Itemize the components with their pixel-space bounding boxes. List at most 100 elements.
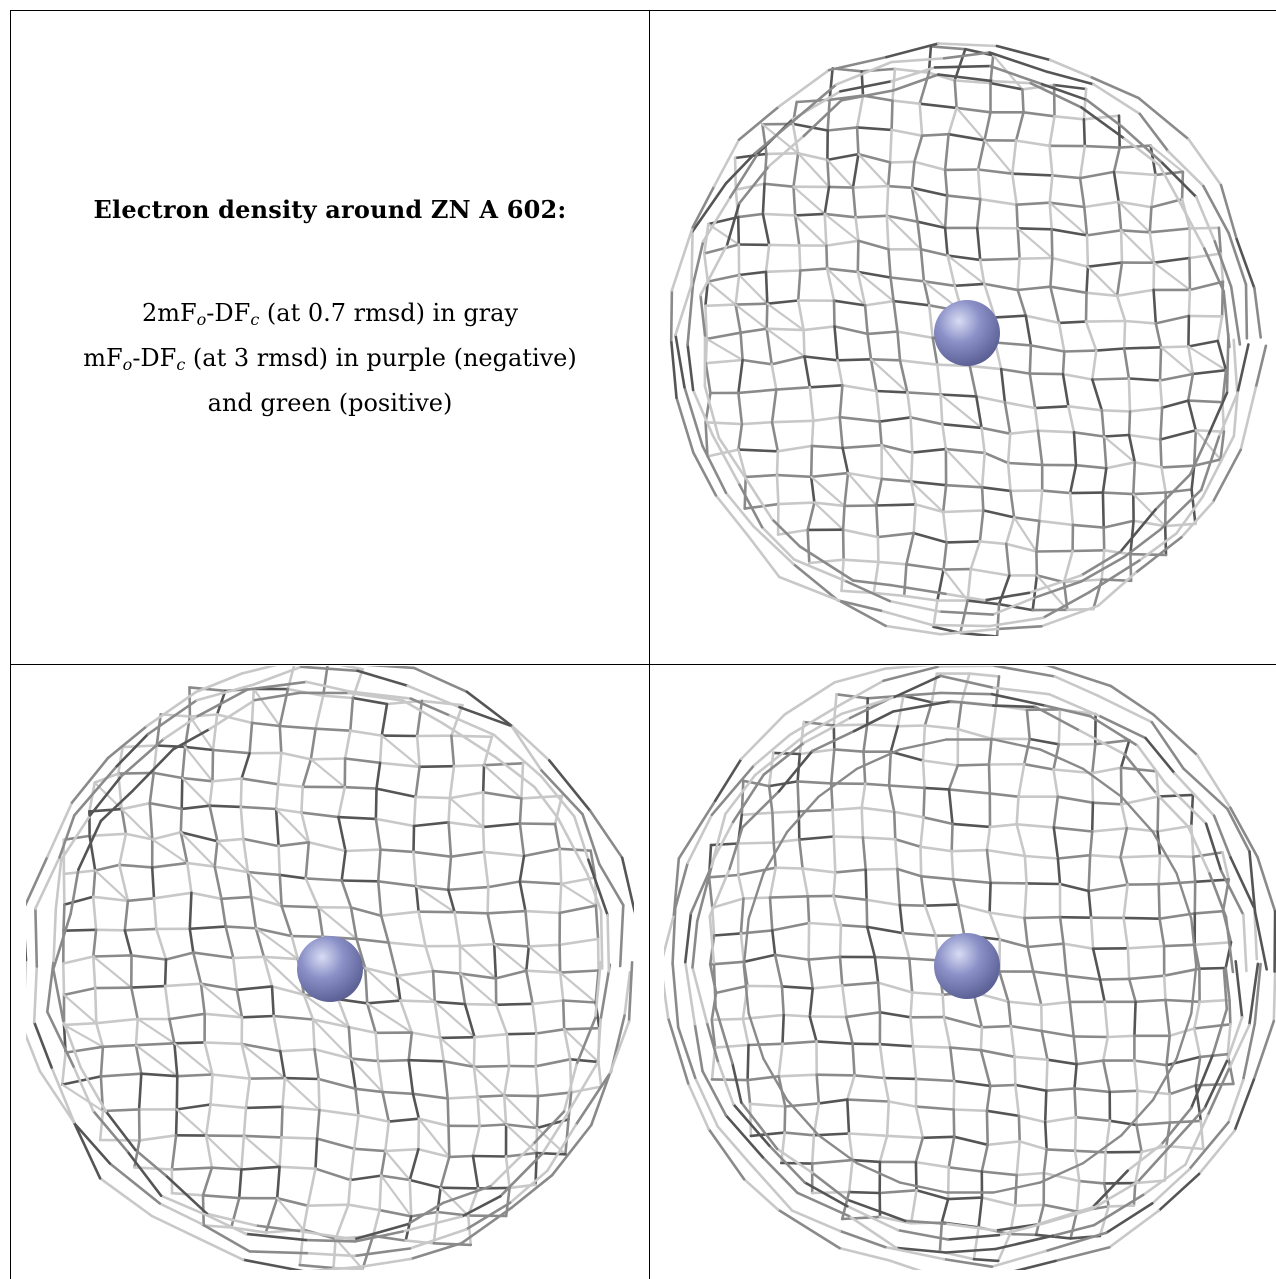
mesh-segment xyxy=(1119,766,1123,806)
mesh-segment xyxy=(94,869,130,902)
mesh-segment xyxy=(1014,139,1051,148)
mesh-segment xyxy=(761,1156,799,1195)
mesh-segment xyxy=(761,123,768,156)
mesh-segment xyxy=(250,721,282,728)
mesh-segment xyxy=(1168,1119,1203,1124)
mesh-segment xyxy=(536,1091,573,1098)
mesh-segment xyxy=(211,777,243,783)
mesh-segment xyxy=(739,932,746,964)
mesh-segment xyxy=(776,444,814,453)
mesh-segment xyxy=(724,491,755,528)
mesh-segment xyxy=(155,712,162,747)
density-mesh-svg xyxy=(664,666,1276,1270)
mesh-segment xyxy=(1014,1083,1048,1093)
mesh-segment xyxy=(126,1150,163,1198)
mesh-segment xyxy=(239,805,245,841)
mesh-segment xyxy=(983,591,1031,602)
mesh-segment xyxy=(982,282,997,319)
mesh-segment xyxy=(1201,434,1236,498)
mesh-segment xyxy=(1078,144,1087,180)
mesh-segment xyxy=(433,1000,442,1040)
mesh-segment xyxy=(953,47,967,82)
mesh-segment xyxy=(1165,1063,1172,1096)
mesh-segment xyxy=(767,780,799,788)
mesh-segment xyxy=(199,982,206,1016)
mesh-segment xyxy=(1031,970,1043,1007)
mesh-segment xyxy=(1004,542,1011,577)
mesh-segment xyxy=(1133,1059,1168,1067)
mesh-segment xyxy=(1052,768,1060,798)
mesh-segment xyxy=(1023,854,1028,885)
mesh-segment xyxy=(1229,806,1259,859)
mesh-segment xyxy=(447,821,453,858)
mesh-segment xyxy=(734,303,768,330)
mesh-segment xyxy=(465,690,515,728)
mesh-segment xyxy=(974,395,1007,404)
mesh-segment xyxy=(99,1045,105,1078)
mesh-segment xyxy=(431,969,437,1004)
mesh-segment xyxy=(910,480,945,514)
mesh-segment xyxy=(1007,1000,1013,1028)
mesh-segment xyxy=(1043,1120,1048,1151)
mesh-segment xyxy=(691,182,728,233)
mesh-segment xyxy=(933,64,992,69)
mesh-segment xyxy=(104,1109,137,1152)
mesh-segment xyxy=(1157,1172,1201,1213)
mesh-segment xyxy=(378,1208,413,1218)
mesh-segment xyxy=(914,1160,951,1169)
mesh-segment xyxy=(240,1165,281,1171)
mesh-segment xyxy=(711,820,735,862)
mesh-segment xyxy=(908,957,914,994)
mesh-segment xyxy=(689,865,713,915)
mesh-segment xyxy=(902,594,939,602)
mesh-segment xyxy=(810,1171,849,1202)
mesh-segment xyxy=(770,420,780,453)
mesh-segment xyxy=(846,1204,900,1232)
mesh-segment xyxy=(140,1072,179,1078)
mesh-segment xyxy=(1101,1035,1110,1062)
mesh-segment xyxy=(608,1020,631,1077)
mesh-segment xyxy=(836,599,883,613)
mesh-segment xyxy=(1163,781,1208,825)
mesh-segment xyxy=(482,850,526,858)
mesh-segment xyxy=(230,1196,241,1229)
mesh-segment xyxy=(886,161,892,188)
mesh-segment xyxy=(1035,549,1074,553)
mesh-segment xyxy=(173,1042,214,1076)
mesh-segment xyxy=(589,849,597,879)
mesh-segment xyxy=(317,1077,321,1112)
mesh-segment xyxy=(213,839,219,868)
mesh-segment xyxy=(562,1026,601,1031)
mesh-segment xyxy=(446,1095,479,1100)
mesh-segment xyxy=(442,1184,492,1205)
mesh-segment xyxy=(1157,854,1162,886)
mesh-segment xyxy=(1174,494,1205,535)
mesh-segment xyxy=(216,840,249,874)
mesh-segment xyxy=(520,762,525,800)
mesh-segment xyxy=(947,106,958,136)
mesh-segment xyxy=(447,1124,451,1159)
mesh-segment xyxy=(869,357,878,393)
mesh-segment xyxy=(503,1094,538,1130)
mesh-segment xyxy=(306,1167,317,1208)
mesh-segment xyxy=(1016,288,1028,318)
mesh-segment xyxy=(1126,946,1131,981)
mesh-segment xyxy=(966,567,973,602)
mesh-segment xyxy=(250,895,258,930)
mesh-segment xyxy=(348,696,355,732)
mesh-segment xyxy=(1014,1259,1057,1270)
mesh-segment xyxy=(840,1215,882,1221)
mesh-segment xyxy=(527,943,561,948)
mesh-segment xyxy=(150,866,156,900)
mesh-segment xyxy=(606,913,611,973)
mesh-segment xyxy=(775,473,813,479)
mesh-segment xyxy=(978,509,985,543)
mesh-segment xyxy=(1072,1035,1110,1039)
mesh-segment xyxy=(839,679,885,706)
mesh-segment xyxy=(1123,528,1162,559)
mesh-segment xyxy=(597,1060,603,1088)
mesh-segment xyxy=(1119,854,1162,859)
mesh-segment xyxy=(88,781,96,813)
mesh-segment xyxy=(1102,435,1108,470)
mesh-segment xyxy=(737,873,745,900)
